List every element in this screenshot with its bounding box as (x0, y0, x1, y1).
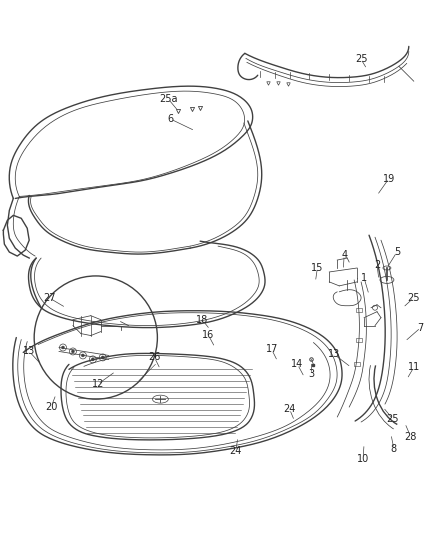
Text: 25a: 25a (159, 94, 177, 104)
Text: 2: 2 (374, 260, 380, 270)
Text: 26: 26 (148, 352, 161, 362)
Text: 25: 25 (355, 54, 367, 64)
Text: 13: 13 (328, 350, 340, 359)
Text: 4: 4 (341, 250, 347, 260)
Bar (356, 308, 362, 312)
Text: 5: 5 (394, 247, 400, 257)
Circle shape (81, 354, 85, 357)
Text: 24: 24 (283, 404, 296, 414)
Text: 8: 8 (391, 444, 397, 454)
Text: 20: 20 (45, 402, 57, 412)
Text: 25: 25 (387, 414, 399, 424)
Text: 17: 17 (265, 344, 278, 354)
Text: 3: 3 (308, 369, 314, 379)
Text: 11: 11 (408, 362, 420, 373)
Text: 14: 14 (291, 359, 304, 369)
Text: 13: 13 (23, 346, 35, 357)
Circle shape (101, 356, 104, 359)
Text: 16: 16 (202, 329, 214, 340)
Text: 12: 12 (92, 379, 104, 389)
Circle shape (91, 358, 94, 361)
Text: 28: 28 (405, 432, 417, 442)
Text: 27: 27 (43, 293, 55, 303)
Text: 19: 19 (383, 174, 395, 183)
Circle shape (71, 350, 74, 353)
Text: 6: 6 (167, 114, 173, 124)
Text: 7: 7 (417, 322, 424, 333)
Bar (354, 362, 360, 366)
Circle shape (61, 346, 64, 349)
Text: 25: 25 (407, 293, 420, 303)
Text: 15: 15 (311, 263, 324, 273)
Text: 24: 24 (230, 446, 242, 456)
Text: 1: 1 (361, 273, 367, 283)
Text: 10: 10 (357, 454, 369, 464)
Text: 18: 18 (196, 314, 208, 325)
Bar (356, 337, 362, 342)
